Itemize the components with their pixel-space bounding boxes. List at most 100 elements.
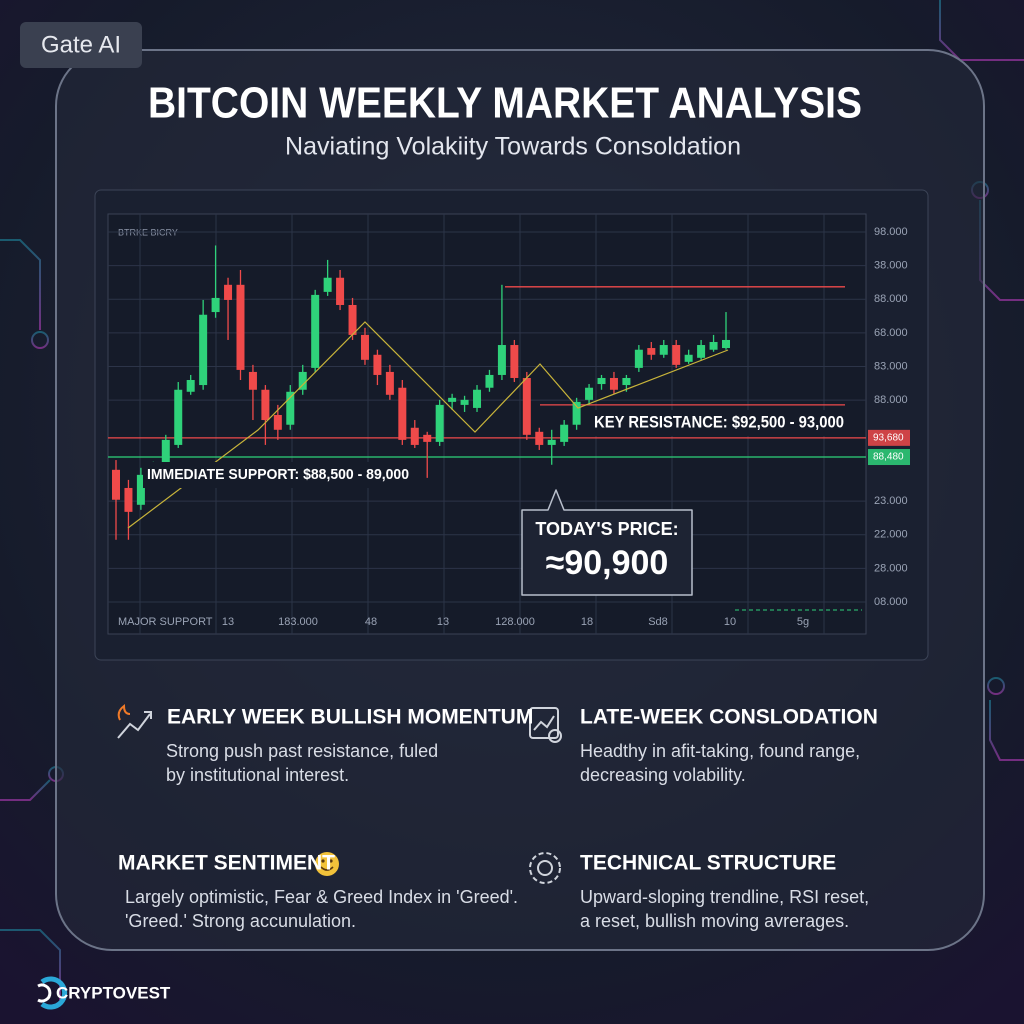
section-text: Largely optimistic, Fear & Greed Index i…: [125, 887, 518, 907]
candle-body: [398, 387, 407, 440]
candle-body: [622, 377, 631, 386]
price-tag: [868, 449, 910, 466]
section-text: a reset, bullish moving avrerages.: [580, 911, 849, 931]
icon-momentum: [117, 703, 152, 739]
section-heading: LATE-WEEK CONSLODATION: [580, 706, 878, 729]
candle-body: [298, 371, 307, 390]
y-tick-label: 23.000: [874, 495, 908, 507]
price-tag-label: 93,680: [873, 432, 904, 443]
price-tag: [868, 429, 910, 446]
candle-body: [112, 469, 120, 500]
candle-body: [311, 294, 320, 368]
x-tick-label: 18: [581, 616, 593, 628]
x-tick-label: 13: [222, 616, 234, 628]
section-heading: MARKET SENTIMENT: [118, 852, 335, 875]
subtitle: Naviating Volakiity Towards Consoldation: [285, 133, 741, 161]
section-text: Headthy in afit-taking, found range,: [580, 741, 860, 761]
candle-body: [348, 304, 357, 335]
y-tick-label: 28.000: [874, 562, 908, 574]
candle-body: [647, 348, 656, 355]
candle-body: [286, 391, 295, 425]
x-tick-label: 48: [365, 616, 377, 628]
y-tick-label: 88.000: [874, 394, 908, 406]
x-tick-label: MAJOR SUPPORT: [118, 616, 213, 628]
x-tick-label: 10: [724, 616, 736, 628]
candle-body: [273, 414, 282, 430]
candle-body: [174, 389, 183, 445]
candle-body: [236, 284, 245, 370]
y-tick-label: 22.000: [874, 529, 908, 541]
candle-body: [609, 377, 618, 390]
candle-body: [672, 345, 681, 365]
candle-body: [659, 345, 668, 355]
candle-body: [248, 371, 257, 390]
candle-body: [448, 397, 457, 402]
sections: EARLY WEEK BULLISH MOMENTUM Strong push p…: [118, 706, 878, 931]
trendline: [127, 321, 729, 529]
candle-body: [199, 314, 208, 386]
icon-consolidation: [529, 707, 562, 743]
candle-body: [360, 334, 369, 360]
resistance-annotation: KEY RESISTANCE: $92,500 - 93,000: [594, 412, 844, 431]
candle-body: [510, 345, 519, 378]
candle-body: [722, 339, 730, 349]
section-text: Strong push past resistance, fuled: [166, 741, 438, 761]
x-tick-label: 128.000: [495, 616, 535, 628]
x-tick-label: 13: [437, 616, 449, 628]
candle-body: [473, 389, 482, 408]
section-text: 'Greed.' Strong accunulation.: [125, 911, 356, 931]
candle-body: [261, 389, 270, 421]
candle-body: [572, 401, 581, 425]
resistance-backdrop: [589, 410, 849, 436]
candlestick-chart: 98.000 38.000 88.000 68.000 83.000 88.000 23.0…: [108, 214, 910, 634]
candle-body: [585, 387, 594, 400]
candle-body: [211, 297, 220, 313]
icon-technical: [529, 852, 561, 884]
candle-body: [522, 377, 531, 435]
y-tick-label: 83.000: [874, 360, 908, 372]
candle-body: [161, 439, 170, 465]
section-text: decreasing volability.: [580, 765, 746, 785]
y-tick-label: 98.000: [874, 226, 908, 238]
y-tick-label: 68.000: [874, 327, 908, 339]
candle-body: [323, 277, 332, 292]
candle-body: [497, 345, 506, 375]
candle-body: [709, 341, 718, 350]
badge: [20, 22, 142, 68]
candle-body: [435, 404, 444, 442]
x-tick-label: 183.000: [278, 616, 318, 628]
section-text: by institutional interest.: [166, 765, 349, 785]
x-tick-label: 5g: [797, 616, 809, 628]
section-text: Upward-sloping trendline, RSI reset,: [580, 887, 869, 907]
price-value: ≈90,900: [546, 544, 669, 582]
y-tick-label: 88.000: [874, 293, 908, 305]
candle-body: [560, 424, 569, 442]
brand: CRYPTOVEST: [56, 983, 171, 1002]
candle-body: [124, 487, 133, 512]
candle-body: [684, 354, 693, 362]
circuit-decoration: [0, 0, 1024, 1000]
x-tick-label: Sd8: [648, 616, 668, 628]
icon-sentiment: [315, 852, 339, 876]
candle-body: [547, 439, 556, 445]
support-annotation: IMMEDIATE SUPPORT: $88,500 - 89,000: [147, 466, 409, 483]
candle-body: [697, 345, 706, 358]
candle-body: [336, 277, 345, 305]
price-tag-label: 88,480: [873, 452, 904, 463]
candle-body: [634, 349, 643, 368]
candle-body: [136, 474, 145, 505]
price-callout: [521, 489, 693, 596]
candle-body: [186, 380, 195, 392]
candle-body: [373, 354, 382, 375]
candle-body: [423, 434, 432, 442]
candle-body: [535, 431, 544, 445]
badge-text: Gate AI: [41, 31, 121, 58]
candle-body: [460, 399, 469, 405]
section-heading: EARLY WEEK BULLISH MOMENTUM: [167, 706, 533, 729]
candle-body: [410, 427, 419, 445]
candle-body: [224, 284, 233, 300]
brand-logo: [37, 976, 68, 1010]
candle-body: [485, 374, 494, 388]
section-heading: TECHNICAL STRUCTURE: [580, 852, 836, 875]
